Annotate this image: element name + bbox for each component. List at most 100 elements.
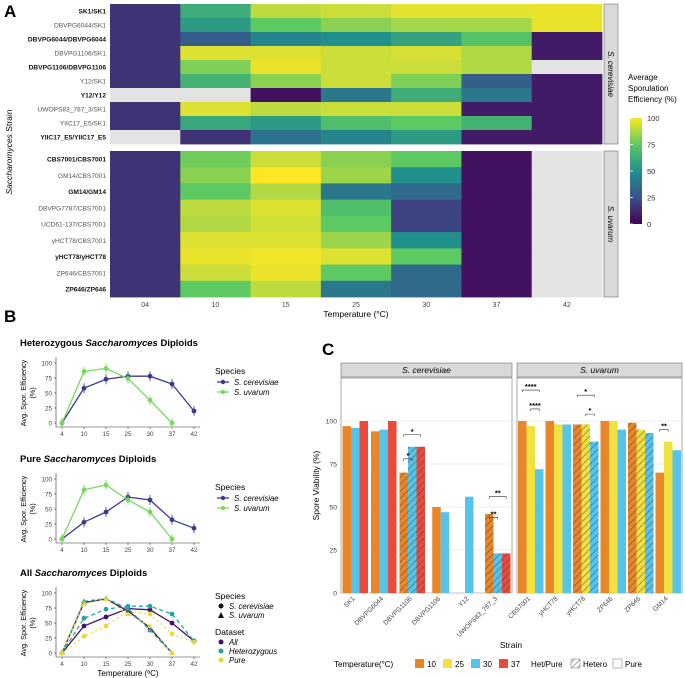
heatmap-cell bbox=[180, 116, 251, 131]
colorbar-tick-label: 75 bbox=[647, 141, 655, 150]
data-point bbox=[147, 509, 153, 515]
legend-swatch bbox=[443, 659, 452, 668]
x-axis-title: Temperature (°C) bbox=[323, 309, 388, 319]
legend-title: Species bbox=[215, 482, 245, 492]
chart-title: All Saccharomyces Diploids bbox=[20, 568, 147, 579]
bar bbox=[562, 424, 571, 593]
x-tick-label: 37 bbox=[168, 431, 176, 438]
y-tick-label: 75 bbox=[45, 492, 53, 499]
heatmap-cell bbox=[320, 116, 392, 131]
bar bbox=[664, 441, 673, 593]
significance-bracket bbox=[488, 517, 499, 520]
significance-label: **** bbox=[529, 401, 541, 410]
data-point bbox=[81, 519, 87, 525]
y-tick-label: 50 bbox=[45, 621, 53, 628]
x-tick-label: GM14 bbox=[652, 595, 670, 613]
x-tick-label: 25 bbox=[124, 431, 132, 438]
heatmap-cell bbox=[461, 102, 533, 117]
bar bbox=[388, 421, 397, 593]
legend-label: S. cerevisiae bbox=[229, 602, 274, 611]
y-axis-title-line: (%) bbox=[28, 387, 37, 398]
x-tick-label: CBS7001 bbox=[507, 595, 532, 620]
strain-tick-label: Y12/SK1 bbox=[80, 79, 106, 86]
x-axis-title: Temperature (ºC) bbox=[97, 669, 158, 678]
legend-marker bbox=[220, 495, 226, 501]
significance-bracket bbox=[585, 413, 595, 417]
heatmap-cell bbox=[461, 4, 533, 19]
data-point bbox=[147, 373, 153, 379]
heatmap-cell bbox=[110, 151, 181, 168]
y-axis-title: Spore Viability (%) bbox=[311, 450, 321, 520]
data-point bbox=[191, 639, 197, 645]
series-line bbox=[61, 367, 173, 424]
heatmap-cell bbox=[110, 102, 181, 117]
chart-title-part: Diploids bbox=[116, 454, 156, 465]
legend-label: 10 bbox=[427, 660, 436, 669]
y-tick-label: 50 bbox=[45, 507, 53, 514]
bar bbox=[617, 429, 626, 593]
heatmap-cell bbox=[391, 32, 462, 47]
heatmap-cell bbox=[180, 167, 251, 184]
bar bbox=[371, 431, 380, 593]
heatmap-cell bbox=[250, 151, 322, 168]
bar-hatch bbox=[581, 424, 590, 593]
heatmap-cell bbox=[250, 46, 322, 61]
significance-label: **** bbox=[525, 382, 537, 391]
strain-tick-label: ZP646/CBS7001 bbox=[57, 270, 107, 277]
chart-title: Heterozygous Saccharomyces Diploids bbox=[20, 338, 198, 349]
data-point bbox=[125, 605, 131, 611]
heatmap-cell bbox=[110, 130, 181, 145]
heatmap-cell bbox=[110, 248, 181, 265]
heatmap-cell bbox=[320, 215, 392, 233]
strain-tick-label: DBVPG6044/DBVPG6044 bbox=[28, 37, 106, 44]
y-tick-label: 100 bbox=[41, 591, 52, 598]
chart-title-part: Diploids bbox=[158, 338, 198, 349]
legend-label: 25 bbox=[455, 660, 464, 669]
legend-label: 37 bbox=[511, 660, 520, 669]
facet-strip-label: S. uvarum bbox=[606, 206, 615, 243]
data-point bbox=[169, 381, 175, 387]
heatmap-cell bbox=[250, 199, 322, 217]
x-tick-label: DBVPG6044 bbox=[354, 595, 386, 627]
significance-bracket bbox=[403, 458, 413, 461]
facet-strip-label: S. uvarum bbox=[580, 365, 619, 375]
x-tick-label: 25 bbox=[124, 661, 132, 668]
bar bbox=[342, 426, 351, 593]
bar-hatch bbox=[399, 472, 408, 593]
heatmap-cell bbox=[391, 88, 462, 103]
facet-panel bbox=[516, 377, 683, 594]
bar bbox=[351, 427, 360, 593]
legend-label: S. uvarum bbox=[234, 504, 270, 513]
significance-bracket bbox=[659, 429, 669, 432]
facet-strip bbox=[603, 150, 619, 298]
strain-tick-label: GM14/CBS7001 bbox=[58, 173, 106, 180]
data-point bbox=[59, 650, 65, 655]
legend-title: Species bbox=[215, 591, 245, 601]
bar bbox=[609, 421, 618, 593]
heatmap-cell bbox=[461, 74, 533, 89]
heatmap-cell bbox=[531, 60, 603, 75]
heatmap-cell bbox=[180, 199, 251, 217]
strain-tick-label: YIIC17_E5/SK1 bbox=[60, 121, 107, 128]
x-tick-label: 25 bbox=[352, 302, 360, 309]
x-tick-label: 10 bbox=[212, 302, 220, 309]
x-tick-label: SK1 bbox=[343, 595, 357, 609]
y-tick-label: 0 bbox=[48, 421, 52, 428]
legend-label: Pure bbox=[229, 656, 246, 665]
facet-strip bbox=[340, 362, 513, 378]
heatmap-cell bbox=[391, 264, 462, 282]
legend-marker bbox=[218, 612, 224, 618]
heatmap-cell bbox=[320, 280, 392, 298]
data-point bbox=[103, 376, 109, 382]
heatmap-cell bbox=[110, 18, 181, 33]
y-axis-title-rest: Strain bbox=[4, 109, 14, 131]
legend-label: Hetero bbox=[583, 660, 608, 669]
bar bbox=[440, 512, 450, 593]
significance-label: * bbox=[407, 451, 410, 460]
legend-swatch bbox=[612, 658, 623, 669]
bar bbox=[432, 507, 441, 593]
heatmap-cell bbox=[110, 183, 181, 201]
y-axis-title-line: Avg. Spor. Efficiency bbox=[19, 589, 28, 656]
y-tick-label: 50 bbox=[45, 391, 53, 398]
